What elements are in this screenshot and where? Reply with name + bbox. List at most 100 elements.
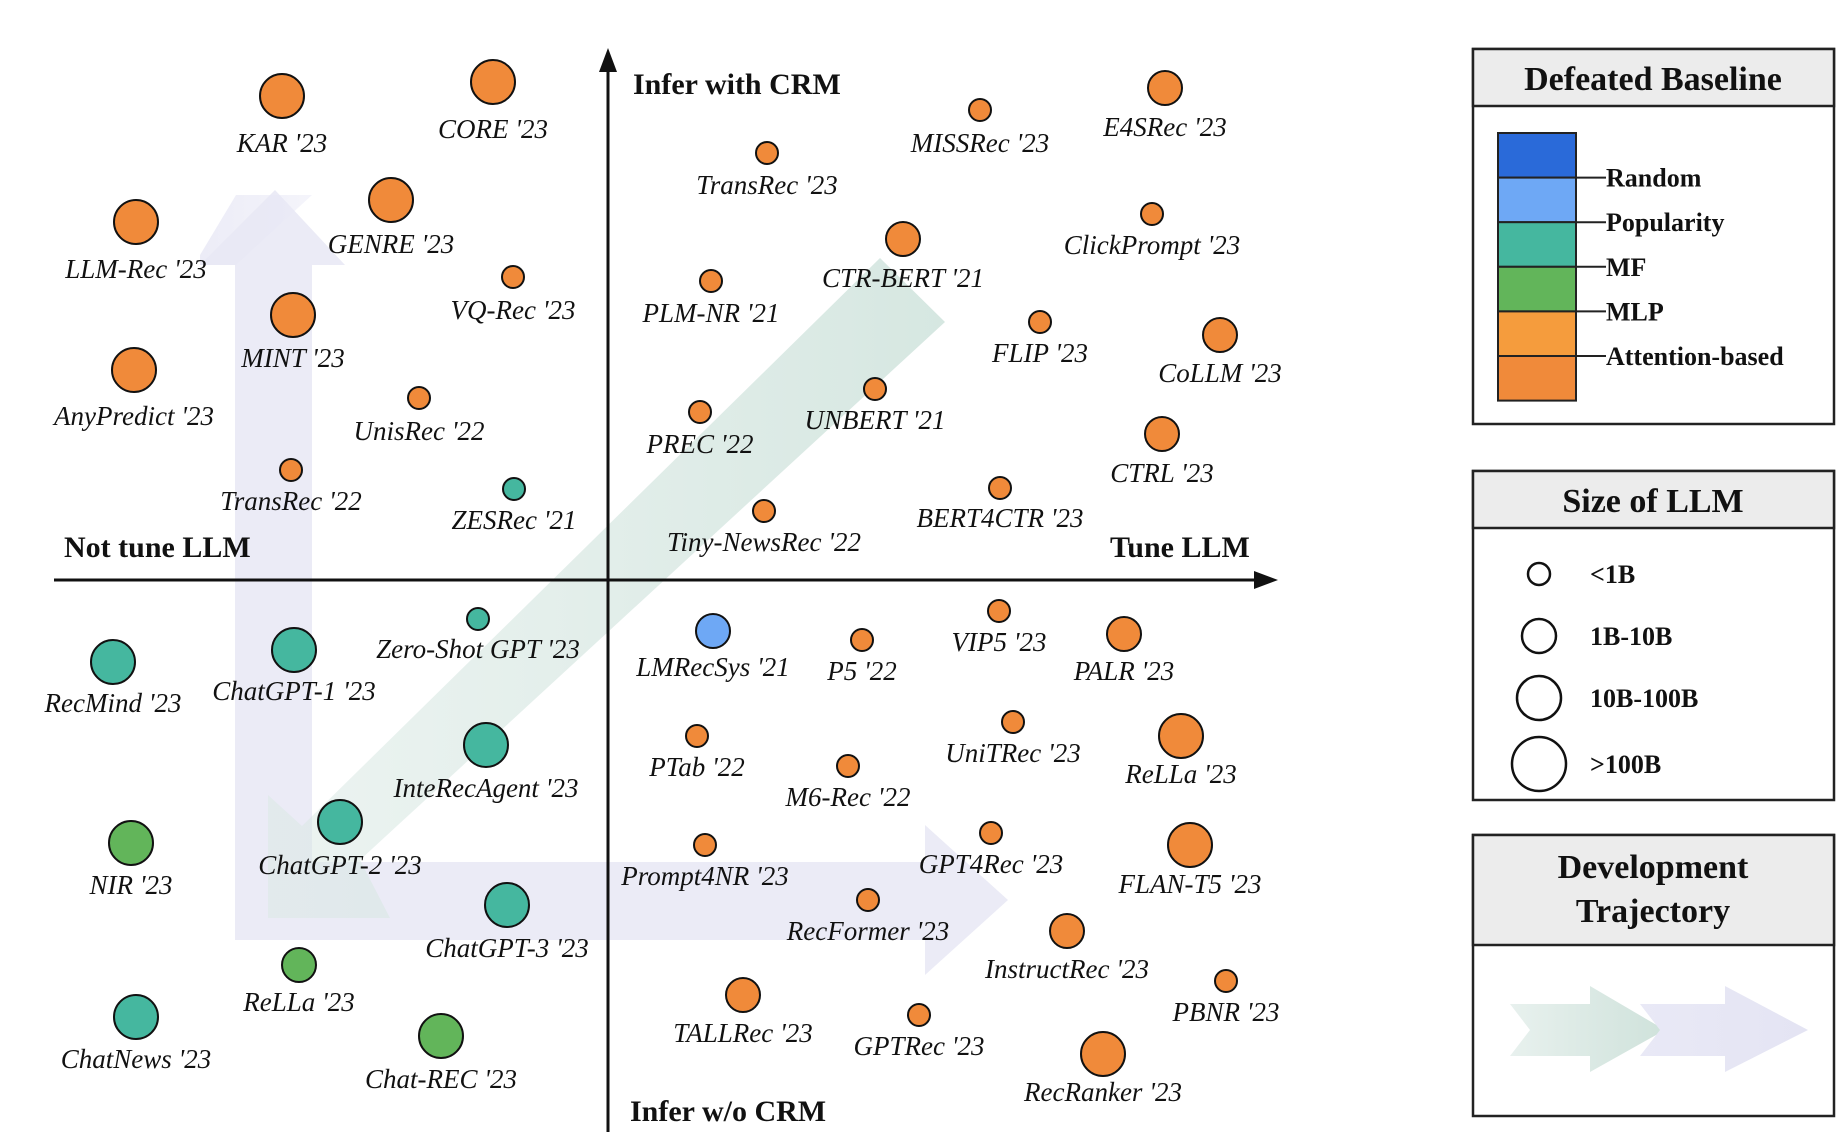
model-point: InstructRec '23 bbox=[984, 913, 1149, 984]
model-label: CoLLM '23 bbox=[1158, 358, 1282, 388]
model-point: RecFormer '23 bbox=[786, 888, 949, 946]
model-label: NIR '23 bbox=[88, 870, 172, 900]
legend-trajectory-title-line1: Development bbox=[1558, 849, 1749, 886]
baseline-label: Popularity bbox=[1606, 208, 1724, 237]
model-label: BERT4CTR '23 bbox=[916, 503, 1083, 533]
model-label: PLM-NR '21 bbox=[641, 298, 779, 328]
model-point: Tiny-NewsRec '22 bbox=[667, 499, 861, 557]
model-label: ReLLa '23 bbox=[242, 987, 355, 1017]
model-circle bbox=[317, 799, 363, 845]
model-label: PBNR '23 bbox=[1171, 997, 1279, 1027]
model-circle bbox=[695, 613, 731, 649]
model-label: GENRE '23 bbox=[328, 229, 455, 259]
model-circle bbox=[463, 722, 509, 768]
model-circle bbox=[699, 269, 723, 293]
model-point: PLM-NR '21 bbox=[641, 269, 780, 328]
model-point: UnisRec '22 bbox=[354, 386, 485, 446]
model-point: KAR '23 bbox=[236, 73, 328, 158]
model-circle bbox=[470, 59, 516, 105]
model-label: PTab '22 bbox=[648, 752, 745, 782]
model-circle bbox=[418, 1013, 464, 1059]
legend-baseline-title: Defeated Baseline bbox=[1524, 61, 1782, 98]
model-point: MINT '23 bbox=[240, 292, 345, 373]
model-circle bbox=[108, 820, 154, 866]
model-circle bbox=[270, 292, 316, 338]
legend-green-arrow-icon bbox=[1510, 986, 1665, 1072]
size-label: <1B bbox=[1590, 560, 1635, 589]
model-circle bbox=[281, 947, 317, 983]
model-circle bbox=[850, 628, 874, 652]
model-label: TransRec '23 bbox=[696, 170, 838, 200]
model-point: ZESRec '21 bbox=[452, 477, 577, 535]
model-label: CORE '23 bbox=[438, 114, 548, 144]
model-label: RecFormer '23 bbox=[786, 916, 949, 946]
model-label: RecRanker '23 bbox=[1023, 1077, 1182, 1107]
model-point: ChatGPT-3 '23 bbox=[425, 882, 589, 963]
legend-trajectory-title-line2: Trajectory bbox=[1576, 893, 1730, 930]
model-circle bbox=[885, 221, 921, 257]
model-point: FLAN-T5 '23 bbox=[1117, 822, 1262, 899]
model-circle bbox=[1049, 913, 1085, 949]
model-label: CTRL '23 bbox=[1110, 458, 1214, 488]
baseline-swatch bbox=[1497, 310, 1577, 357]
model-point: CTRL '23 bbox=[1110, 416, 1214, 488]
model-label: MINT '23 bbox=[240, 343, 345, 373]
model-point: CORE '23 bbox=[438, 59, 548, 144]
model-label: KAR '23 bbox=[236, 128, 328, 158]
baseline-swatch bbox=[1497, 221, 1577, 268]
model-point: TransRec '22 bbox=[220, 458, 362, 516]
model-label: LMRecSys '21 bbox=[635, 652, 789, 682]
model-point: NIR '23 bbox=[88, 820, 173, 900]
model-point: ReLLa '23 bbox=[1124, 713, 1237, 789]
axis-label-right: Tune LLM bbox=[1110, 531, 1250, 564]
model-circle bbox=[1080, 1031, 1126, 1077]
model-label: GPTRec '23 bbox=[854, 1031, 985, 1061]
model-point: TransRec '23 bbox=[696, 141, 838, 200]
model-circle bbox=[688, 400, 712, 424]
baseline-swatch bbox=[1497, 265, 1577, 313]
model-circle bbox=[1202, 317, 1238, 353]
model-circle bbox=[407, 386, 431, 410]
legend-defeated-baseline: Defeated Baseline Random Popularity MF MLP A… bbox=[1471, 47, 1836, 426]
model-point: CTR-BERT '21 bbox=[822, 221, 984, 293]
axis-label-left: Not tune LLM bbox=[64, 531, 251, 564]
model-label: ChatGPT-2 '23 bbox=[258, 850, 422, 880]
model-point: GPT4Rec '23 bbox=[919, 821, 1063, 879]
model-point: PALR '23 bbox=[1073, 616, 1175, 686]
legend-size-title: Size of LLM bbox=[1562, 483, 1743, 520]
model-circle bbox=[1028, 310, 1052, 334]
model-point: ClickPrompt '23 bbox=[1064, 202, 1240, 260]
legend-baseline-header bbox=[1471, 47, 1836, 108]
model-circle bbox=[968, 98, 992, 122]
model-circle bbox=[113, 994, 159, 1040]
model-label: P5 '22 bbox=[826, 656, 897, 686]
model-point: GPTRec '23 bbox=[854, 1003, 985, 1061]
x-axis-arrowhead bbox=[1254, 571, 1278, 589]
model-label: ReLLa '23 bbox=[1124, 759, 1237, 789]
model-point: CoLLM '23 bbox=[1158, 317, 1282, 388]
model-circle bbox=[90, 639, 136, 685]
model-circle bbox=[1158, 713, 1204, 759]
model-circle bbox=[368, 177, 414, 223]
model-point: P5 '22 bbox=[826, 628, 897, 686]
size-circle bbox=[1526, 561, 1552, 587]
model-point: FLIP '23 bbox=[991, 310, 1088, 368]
model-circle bbox=[502, 477, 526, 501]
model-circle bbox=[259, 73, 305, 119]
model-label: InstructRec '23 bbox=[984, 954, 1149, 984]
model-point: PREC '22 bbox=[645, 400, 754, 459]
model-point: Prompt4NR '23 bbox=[620, 833, 789, 891]
model-point: LMRecSys '21 bbox=[635, 613, 790, 682]
model-point: ChatGPT-2 '23 bbox=[258, 799, 422, 880]
model-circle bbox=[1147, 70, 1183, 106]
model-label: ChatGPT-3 '23 bbox=[425, 933, 589, 963]
baseline-swatch bbox=[1497, 176, 1577, 224]
size-label: 10B-100B bbox=[1590, 684, 1698, 713]
model-circle bbox=[1144, 416, 1180, 452]
model-label: RecMind '23 bbox=[44, 688, 182, 718]
model-label: PALR '23 bbox=[1073, 656, 1175, 686]
model-label: ChatNews '23 bbox=[61, 1044, 212, 1074]
model-point: LLM-Rec '23 bbox=[64, 199, 207, 284]
size-items: <1B 1B-10B 10B-100B >100B bbox=[1510, 560, 1698, 793]
model-circle bbox=[752, 499, 776, 523]
